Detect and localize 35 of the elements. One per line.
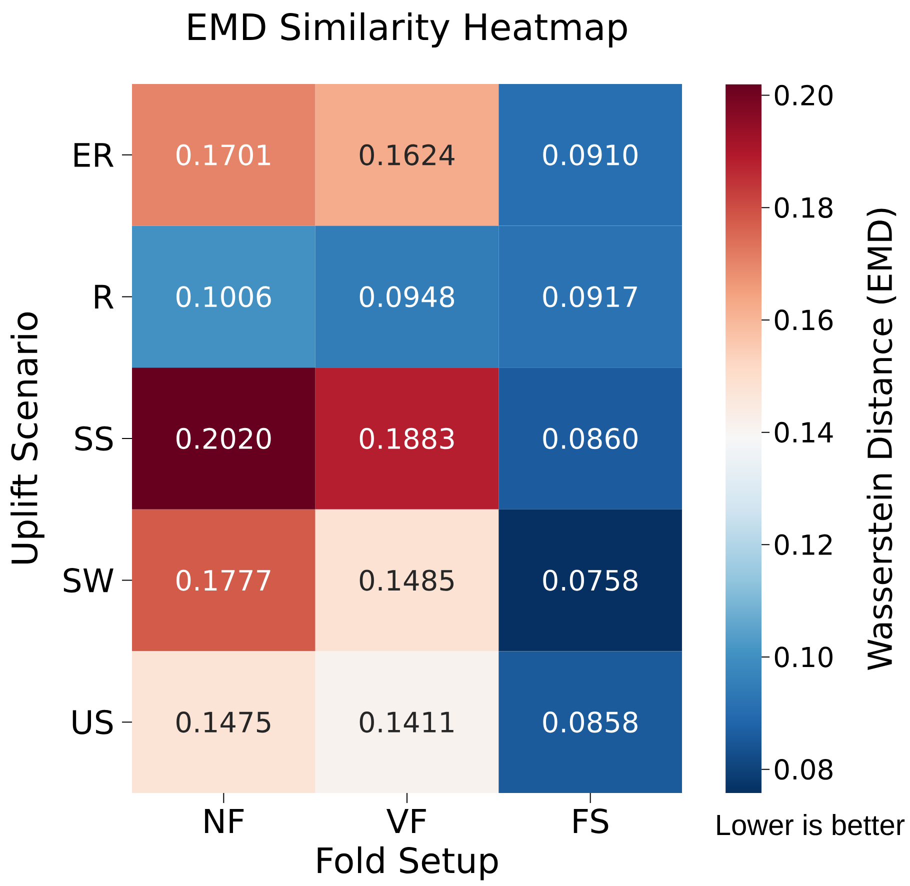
data-label: 0.2020	[176, 428, 271, 450]
data-label: 0.0758	[543, 570, 638, 591]
data-label: 0.1475	[176, 712, 270, 733]
data-label: 0.1777	[176, 570, 270, 591]
data-label: 0.1883	[360, 428, 454, 450]
y-tick-label: SS	[75, 426, 113, 451]
x-tick-label: FS	[574, 808, 608, 834]
y-axis-title: Uplift Scenario	[10, 312, 44, 564]
data-label: 0.0858	[543, 712, 638, 733]
text: Lower is better	[717, 814, 905, 836]
color-bar-label: 0.16	[774, 310, 833, 330]
color-bar-label: 0.10	[774, 646, 832, 668]
data-label: 0.0860	[543, 428, 638, 450]
data-label: 0.1485	[360, 570, 454, 591]
x-tick-label: VF	[386, 808, 426, 834]
x-axis-title: Fold Setup	[318, 846, 498, 880]
data-label: 0.0917	[543, 286, 637, 308]
color-bar-label: 0.20	[774, 84, 832, 106]
chart-title: EMD Similarity Heatmap	[188, 12, 627, 48]
data-label: 0.1624	[360, 144, 454, 166]
data-label: 0.0910	[543, 144, 638, 166]
color-bar-label: 0.12	[774, 534, 832, 556]
data-label: 0.0948	[360, 286, 454, 308]
y-tick-label: ER	[74, 143, 114, 167]
color-bar-title: Wasserstein Distance (EMD)	[866, 208, 896, 670]
color-bar-label: 0.14	[774, 422, 833, 443]
x-tick-label: NF	[205, 808, 244, 834]
data-label: 0.1411	[360, 712, 454, 733]
color-bar-label: 0.08	[774, 759, 832, 780]
y-tick-label: SW	[64, 568, 114, 593]
data-label: 0.1701	[176, 144, 270, 166]
y-tick-label: US	[72, 710, 113, 734]
color-bar-label: 0.18	[774, 197, 832, 218]
data-label: 0.1006	[176, 286, 271, 308]
y-tick-label: R	[95, 284, 114, 309]
